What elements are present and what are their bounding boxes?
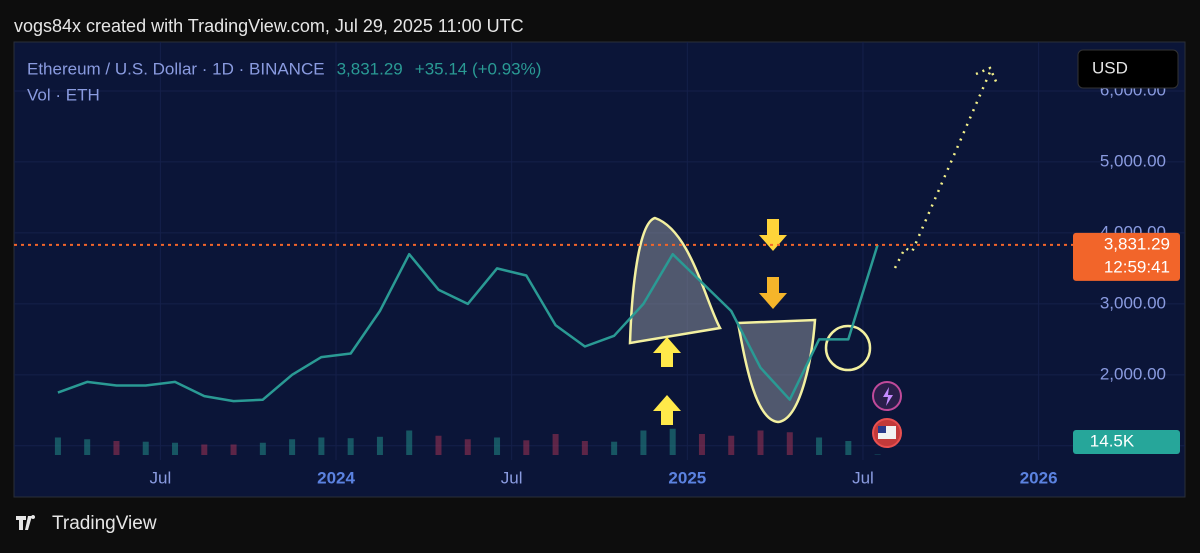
- currency-label: USD: [1092, 58, 1128, 77]
- volume-tag: [1073, 430, 1180, 454]
- icon-bolt: [883, 387, 893, 406]
- x-tick-label: Jul: [150, 468, 172, 487]
- volume-bar: [376, 436, 383, 455]
- volume-bar: [494, 437, 501, 455]
- volume-bar: [435, 435, 442, 455]
- volume-bar: [318, 437, 325, 455]
- projection-head: [975, 66, 1000, 87]
- price-tag-value: 3,831.29: [1104, 234, 1170, 253]
- x-tick-label: 2024: [317, 468, 355, 487]
- volume-tag-value: 14.5K: [1090, 431, 1135, 450]
- cup-right: [736, 318, 817, 424]
- volume-bar: [757, 430, 764, 455]
- volume-bar: [259, 442, 266, 455]
- annotations: [628, 66, 1000, 448]
- volume-bar: [552, 434, 559, 455]
- volume-bar: [464, 439, 471, 455]
- volume-bar: [84, 439, 91, 455]
- currency-button: [1077, 49, 1179, 89]
- volume-layer: [54, 428, 881, 455]
- volume-bar: [786, 432, 793, 455]
- volume-bar: [669, 428, 676, 455]
- footer-brand: TradingView: [52, 513, 157, 534]
- y-tick-label: 3,000.00: [1100, 293, 1166, 312]
- price-change: +35.14 (+0.93%): [415, 59, 542, 78]
- volume-bar: [611, 441, 618, 455]
- price-tag: [1073, 232, 1180, 281]
- symbol-title: Ethereum / U.S. Dollar · 1D · BINANCE: [27, 59, 325, 78]
- volume-bar: [113, 441, 120, 455]
- volume-bar: [581, 441, 588, 455]
- y-tick-label: 2,000.00: [1100, 364, 1166, 383]
- brand: TradingView: [16, 513, 157, 534]
- icon-flag: [878, 426, 886, 433]
- volume-bar: [406, 430, 413, 455]
- x-tick-label: Jul: [501, 468, 523, 487]
- cup-left: [628, 216, 722, 345]
- x-tick-label: Jul: [852, 468, 874, 487]
- price-layer: [14, 243, 1073, 403]
- volume-bar: [816, 437, 823, 455]
- arrow-down: [759, 277, 787, 309]
- volume-bar: [230, 444, 237, 455]
- volume-bar: [523, 440, 530, 455]
- volume-bar: [347, 438, 354, 455]
- chart-area: [13, 41, 1186, 498]
- projection: [893, 71, 992, 269]
- volume-bar: [172, 442, 179, 455]
- arrow-down: [759, 219, 787, 251]
- attribution: vogs84x created with TradingView.com, Ju…: [14, 16, 524, 36]
- price-tag-countdown: 12:59:41: [1104, 257, 1170, 276]
- volume-bar: [54, 437, 61, 455]
- volume-bar: [289, 439, 296, 455]
- volume-bar: [845, 441, 852, 455]
- x-tick-label: 2025: [668, 468, 706, 487]
- last-price: 3,831.29: [337, 59, 403, 78]
- circle-mark: [824, 324, 872, 372]
- volume-bar: [142, 441, 149, 455]
- volume-bar: [640, 430, 647, 455]
- volume-title: Vol · ETH: [27, 85, 100, 104]
- arrow-up: [653, 395, 681, 425]
- volume-bar: [728, 435, 735, 455]
- volume-bar: [201, 444, 208, 455]
- logo: [16, 515, 36, 530]
- price-line: [57, 244, 879, 403]
- arrow-up: [653, 337, 681, 367]
- overlay: Ethereum / U.S. Dollar · 1D · BINANCE 3,…: [27, 49, 1180, 487]
- volume-bar: [698, 434, 705, 455]
- y-tick-label: 5,000.00: [1100, 151, 1166, 170]
- volume-bar: [874, 454, 881, 455]
- x-tick-label: 2026: [1020, 468, 1058, 487]
